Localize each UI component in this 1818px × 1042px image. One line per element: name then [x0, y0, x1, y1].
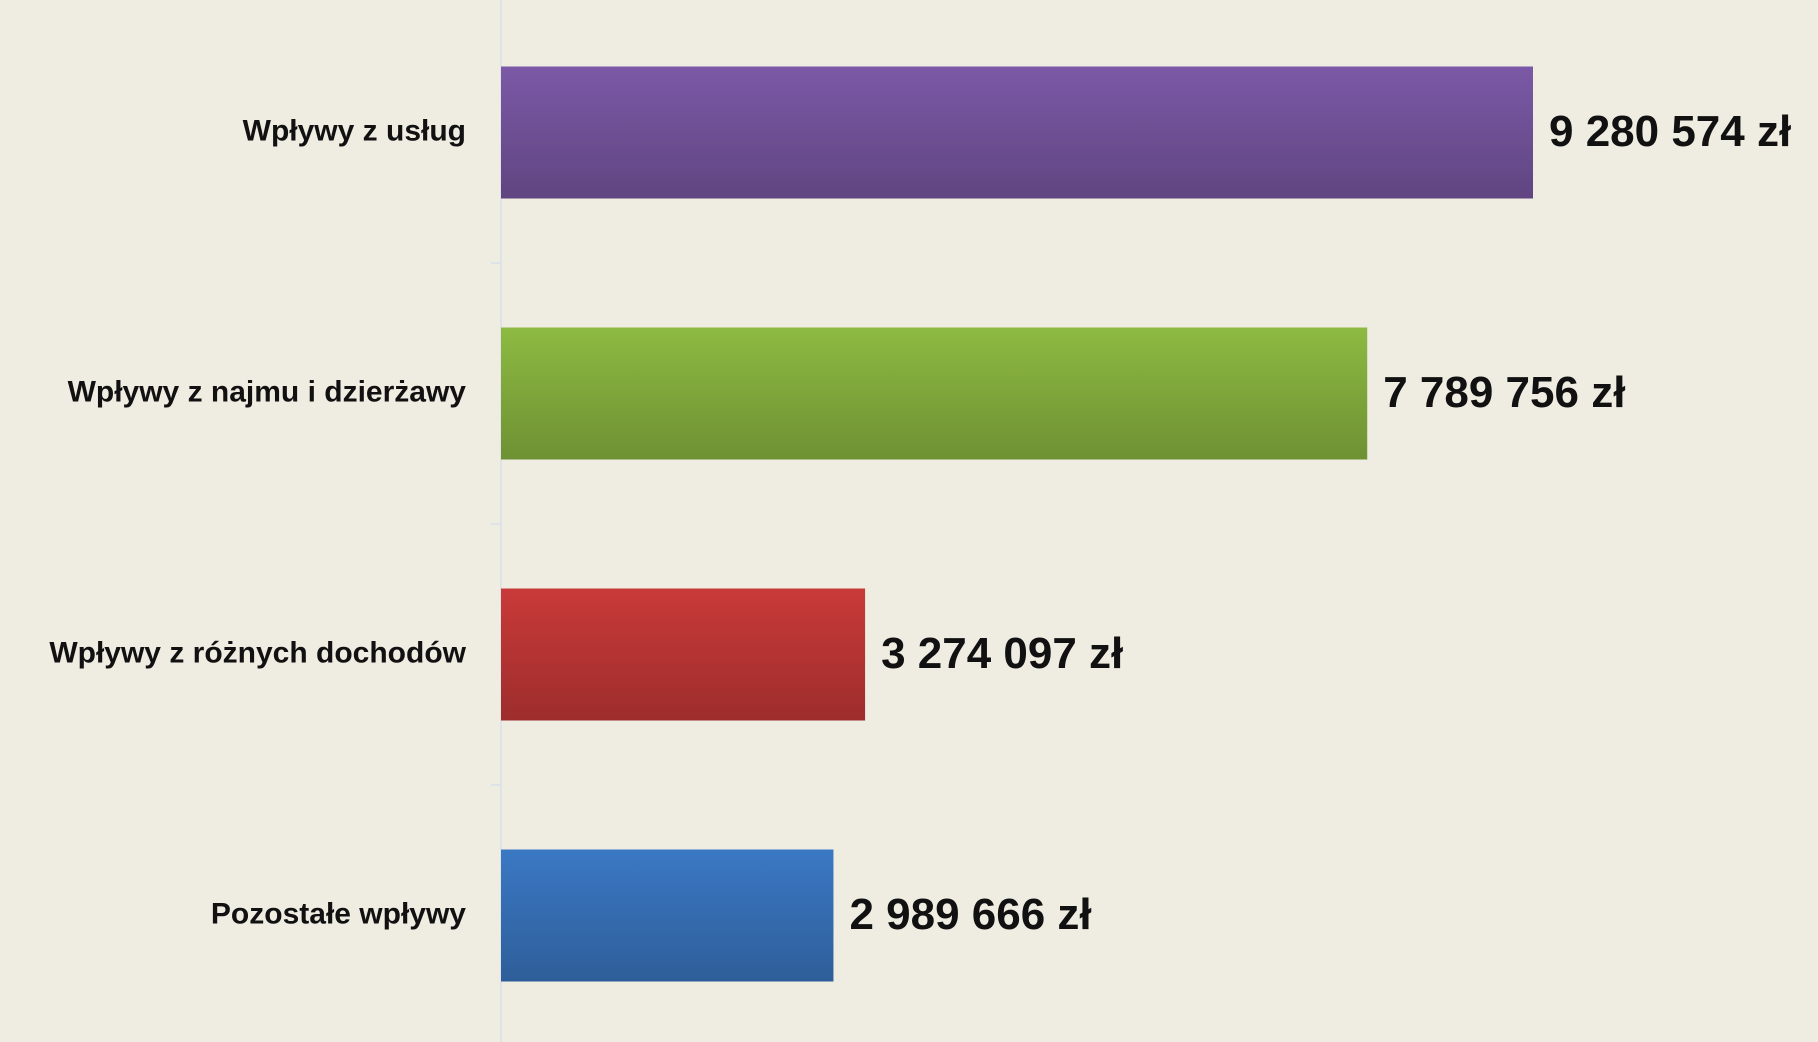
value-label: 9 280 574 zł	[1549, 107, 1791, 156]
bar	[501, 588, 866, 721]
value-label: 3 274 097 zł	[881, 629, 1123, 678]
bar	[501, 66, 1533, 199]
category-label: Pozostałe wpływy	[211, 897, 466, 930]
bar	[501, 327, 1368, 460]
value-label: 7 789 756 zł	[1383, 368, 1625, 417]
bar	[501, 849, 834, 982]
category-label: Wpływy z różnych dochodów	[49, 636, 466, 669]
category-label: Wpływy z usług	[243, 114, 466, 147]
category-label: Wpływy z najmu i dzierżawy	[68, 375, 467, 408]
value-label: 2 989 666 zł	[849, 890, 1091, 939]
